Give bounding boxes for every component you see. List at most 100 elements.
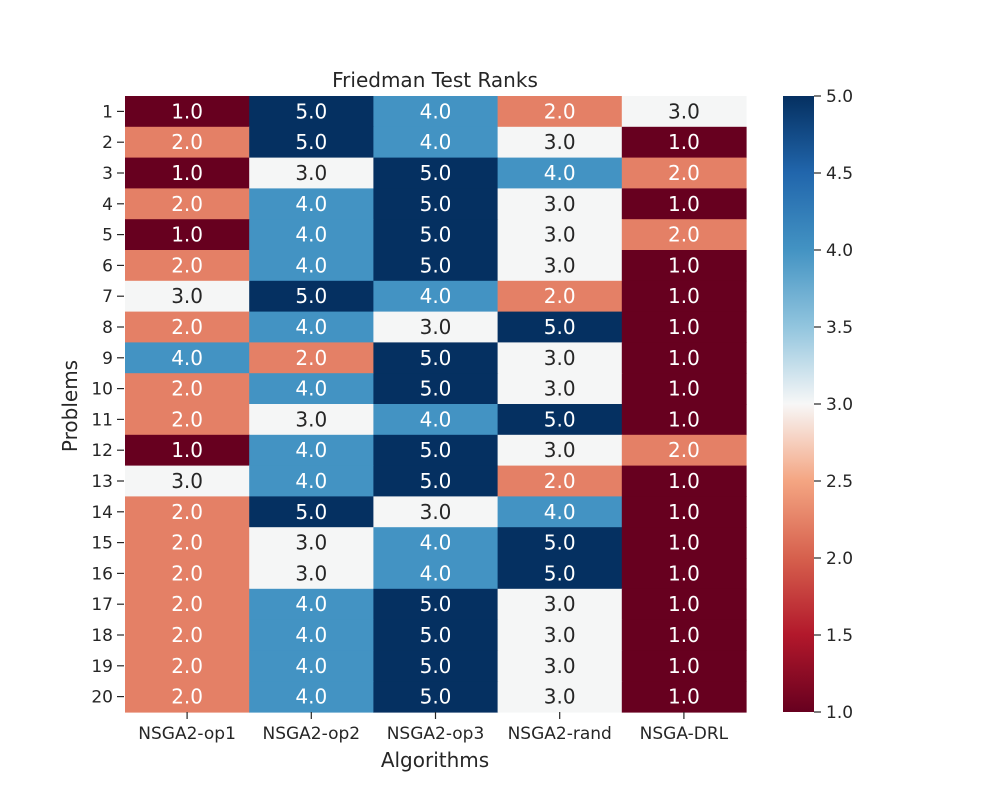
heatmap-cell <box>373 157 499 189</box>
cell-value-label: 3.0 <box>295 561 327 585</box>
colorbar-tick-label: 2.0 <box>826 549 853 569</box>
heatmap-cell <box>497 619 623 651</box>
heatmap-cell <box>373 342 499 374</box>
cell-value-label: 1.0 <box>668 346 700 370</box>
heatmap-cell <box>373 219 499 251</box>
cell-value-label: 5.0 <box>420 438 452 462</box>
heatmap-cell <box>125 650 250 682</box>
cell-value-label: 3.0 <box>544 130 576 154</box>
cell-value-label: 3.0 <box>668 99 700 123</box>
cell-value-label: 4.0 <box>295 654 327 678</box>
heatmap-cell <box>373 681 499 713</box>
x-axis-label: Algorithms <box>381 748 489 772</box>
cell-value-label: 1.0 <box>668 561 700 585</box>
heatmap-cell <box>621 619 747 651</box>
heatmap-cell <box>621 157 747 189</box>
cell-value-label: 5.0 <box>420 346 452 370</box>
y-tick-label: 11 <box>91 410 113 430</box>
heatmap-cell <box>497 434 623 467</box>
cell-value-label: 1.0 <box>668 654 700 678</box>
heatmap-cell <box>125 96 250 128</box>
heatmap-cell <box>621 219 747 251</box>
chart-title: Friedman Test Ranks <box>332 68 538 92</box>
y-axis-label: Problems <box>58 360 82 452</box>
heatmap-cell <box>249 681 374 713</box>
cell-value-label: 5.0 <box>544 315 576 339</box>
cell-value-label: 5.0 <box>420 253 452 277</box>
heatmap-cell <box>621 588 747 621</box>
heatmap-cell <box>125 311 250 343</box>
heatmap-cell <box>125 342 250 374</box>
heatmap-cell <box>249 588 374 621</box>
cell-value-label: 4.0 <box>295 315 327 339</box>
cell-value-label: 2.0 <box>295 346 327 370</box>
cell-value-label: 4.0 <box>295 592 327 616</box>
heatmap-cell <box>497 404 623 436</box>
cell-value-label: 3.0 <box>295 531 327 555</box>
heatmap-cell <box>373 188 499 220</box>
heatmap-cell <box>249 619 374 651</box>
heatmap-cell <box>497 126 623 159</box>
cell-value-label: 2.0 <box>171 315 203 339</box>
x-tick-label: NSGA2-rand <box>508 724 612 744</box>
cell-value-label: 5.0 <box>420 223 452 247</box>
cell-value-label: 4.0 <box>295 469 327 493</box>
cell-value-label: 1.0 <box>668 253 700 277</box>
heatmap-cell <box>497 250 623 282</box>
cell-value-label: 4.0 <box>295 685 327 709</box>
x-tick-labels: NSGA2-op1 NSGA2-op2 NSGA2-op3 NSGA2-rand NSG… <box>138 712 729 744</box>
heatmap-cell <box>125 404 250 436</box>
y-tick-label: 3 <box>102 164 113 184</box>
heatmap-cell <box>497 558 623 590</box>
cell-value-label: 3.0 <box>171 284 203 308</box>
heatmap-cell <box>125 681 250 713</box>
cell-value-label: 2.0 <box>171 253 203 277</box>
heatmap-cell <box>373 96 499 128</box>
heatmap-cell <box>249 157 374 189</box>
heatmap-cell <box>497 496 623 528</box>
heatmap-cell <box>497 681 623 713</box>
heatmap-cell <box>621 250 747 282</box>
cell-value-label: 3.0 <box>295 407 327 431</box>
cell-value-label: 4.0 <box>295 623 327 647</box>
heatmap-cell <box>125 250 250 282</box>
heatmap-cell <box>249 650 374 682</box>
cell-value-label: 3.0 <box>544 192 576 216</box>
cell-value-label: 3.0 <box>544 253 576 277</box>
colorbar-tick-labels: 1.0 1.5 2.0 2.5 3.0 3.5 4.0 4.5 5.0 <box>814 87 853 723</box>
heatmap-cell <box>249 527 374 559</box>
heatmap-cell <box>497 465 623 497</box>
cell-value-label: 2.0 <box>668 161 700 185</box>
heatmap-cell <box>373 250 499 282</box>
heatmap-cell <box>125 188 250 220</box>
cell-value-label: 3.0 <box>544 685 576 709</box>
cell-value-label: 1.0 <box>668 500 700 524</box>
cell-value-label: 5.0 <box>295 130 327 154</box>
cell-value-label: 5.0 <box>420 592 452 616</box>
y-tick-label: 10 <box>91 380 113 400</box>
cell-value-label: 3.0 <box>544 346 576 370</box>
heatmap-cell <box>249 434 374 467</box>
cell-value-label: 4.0 <box>420 531 452 555</box>
cell-value-label: 1.0 <box>171 438 203 462</box>
heatmap-cell <box>621 280 747 313</box>
y-tick-label: 4 <box>102 195 113 215</box>
heatmap-cell <box>497 527 623 559</box>
heatmap-cell <box>125 280 250 313</box>
y-tick-label: 20 <box>91 688 113 708</box>
heatmap-cell <box>249 219 374 251</box>
y-tick-label: 19 <box>91 657 113 677</box>
cell-value-label: 4.0 <box>544 500 576 524</box>
colorbar-tick-label: 3.5 <box>826 318 853 338</box>
heatmap-cell <box>373 280 499 313</box>
colorbar-tick-label: 3.0 <box>826 395 853 415</box>
y-tick-label: 12 <box>91 441 113 461</box>
cell-value-label: 5.0 <box>544 531 576 555</box>
heatmap-cell <box>125 465 250 497</box>
heatmap-cell <box>125 588 250 621</box>
cell-value-label: 2.0 <box>171 130 203 154</box>
heatmap-cell <box>373 434 499 467</box>
y-tick-label: 18 <box>91 626 113 646</box>
colorbar-tick-label: 4.5 <box>826 164 853 184</box>
heatmap-cell <box>125 558 250 590</box>
